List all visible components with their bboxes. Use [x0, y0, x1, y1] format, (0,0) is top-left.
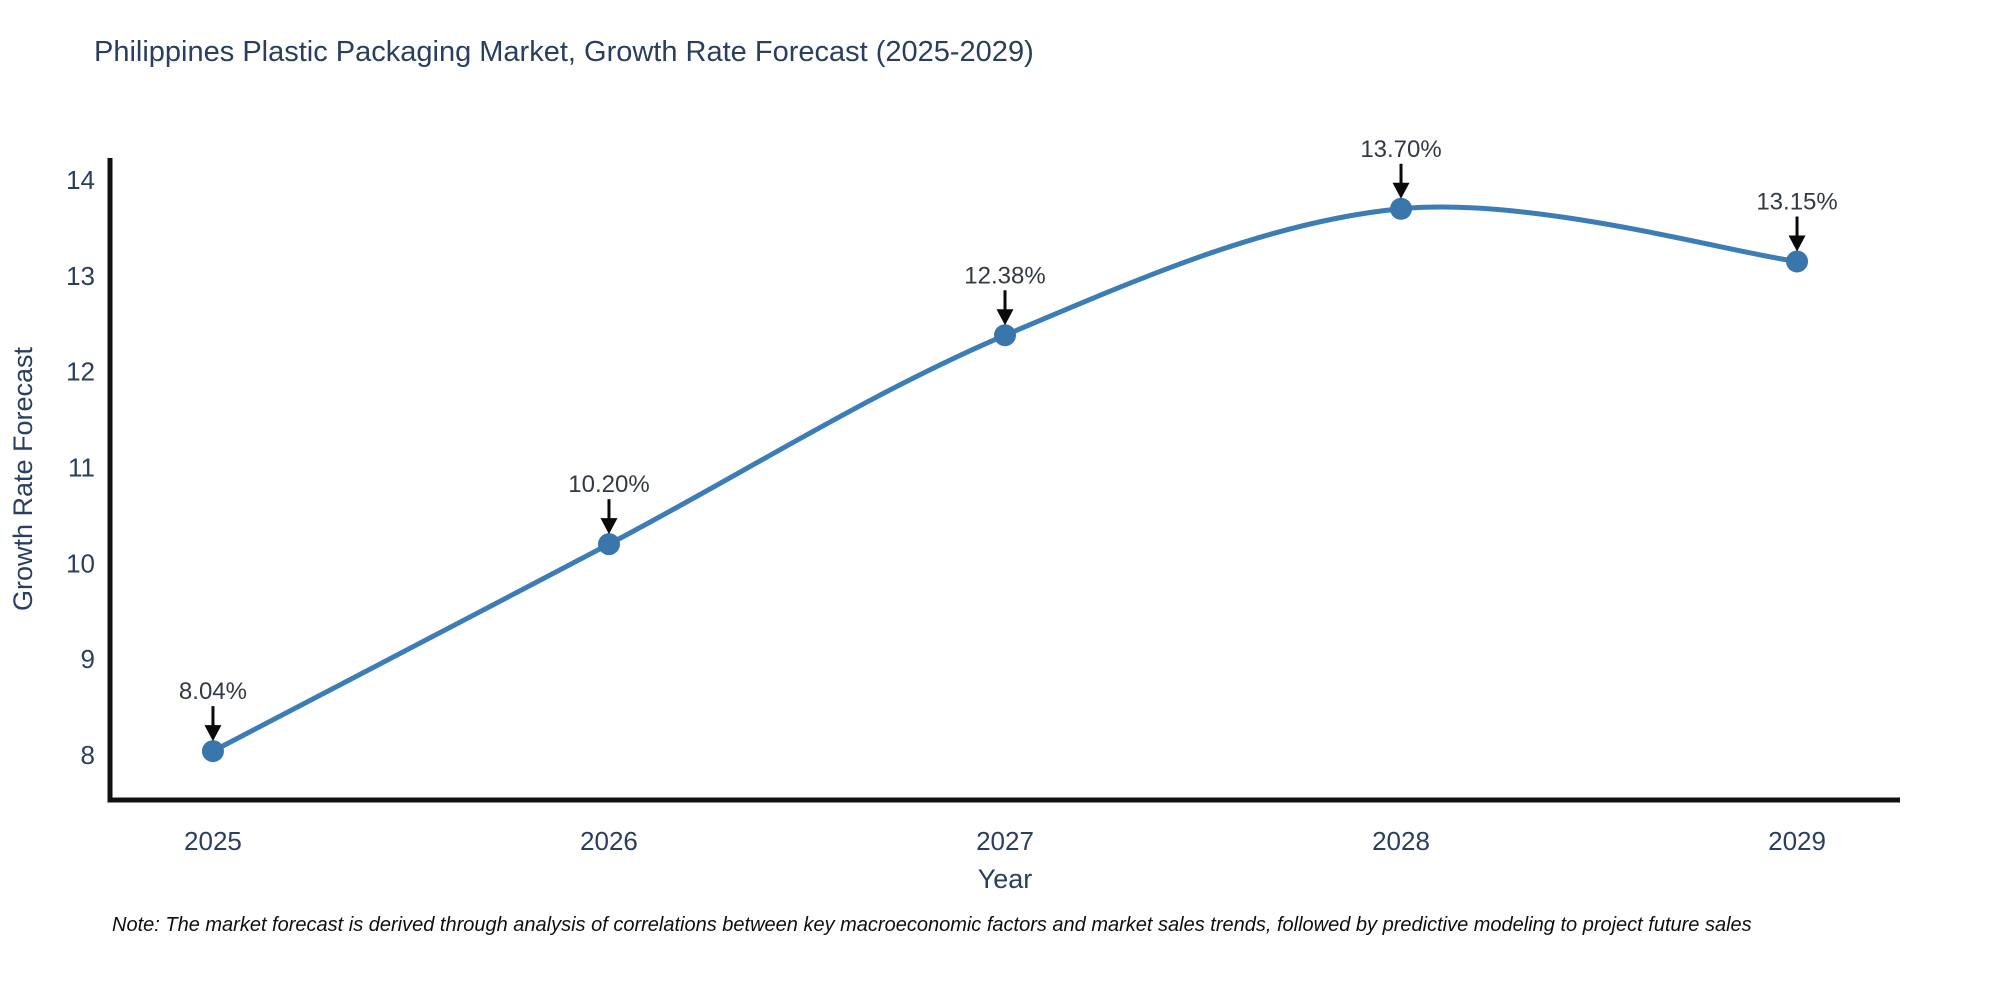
x-tick-label: 2029 — [1768, 826, 1826, 856]
annotation-arrowhead — [1392, 182, 1410, 199]
annotation-arrowhead — [204, 725, 222, 742]
axis-lines — [107, 158, 1900, 803]
x-tick-label: 2026 — [580, 826, 638, 856]
y-tick-label: 13 — [66, 261, 95, 291]
y-tick-label: 12 — [66, 357, 95, 387]
y-tick-label: 14 — [66, 165, 95, 195]
data-point-marker — [201, 740, 224, 763]
annotation-arrowhead — [1788, 235, 1806, 252]
annotation-label: 10.20% — [568, 471, 649, 498]
x-tick-label: 2025 — [184, 826, 242, 856]
y-tick-label: 11 — [68, 453, 95, 483]
annotation-arrowhead — [600, 518, 618, 535]
annotation-label: 12.38% — [964, 262, 1045, 289]
y-tick-label: 9 — [81, 644, 95, 674]
y-axis-title: Growth Rate Forecast — [8, 346, 38, 611]
annotation-arrowhead — [996, 309, 1014, 326]
data-point-marker — [1786, 250, 1809, 273]
data-point-marker — [597, 533, 620, 556]
annotation-label: 8.04% — [179, 678, 247, 705]
data-point-marker — [1390, 197, 1413, 220]
y-tick-label: 10 — [66, 548, 95, 578]
chart-title: Philippines Plastic Packaging Market, Gr… — [94, 36, 1034, 68]
x-axis-title: Year — [978, 864, 1033, 894]
annotation-label: 13.70% — [1360, 136, 1441, 163]
x-tick-label: 2028 — [1372, 826, 1430, 856]
annotation-label: 13.15% — [1756, 188, 1837, 215]
x-tick-label: 2027 — [976, 826, 1034, 856]
footnote: Note: The market forecast is derived thr… — [112, 914, 1752, 936]
data-point-marker — [994, 324, 1016, 347]
y-tick-label: 8 — [81, 740, 95, 770]
